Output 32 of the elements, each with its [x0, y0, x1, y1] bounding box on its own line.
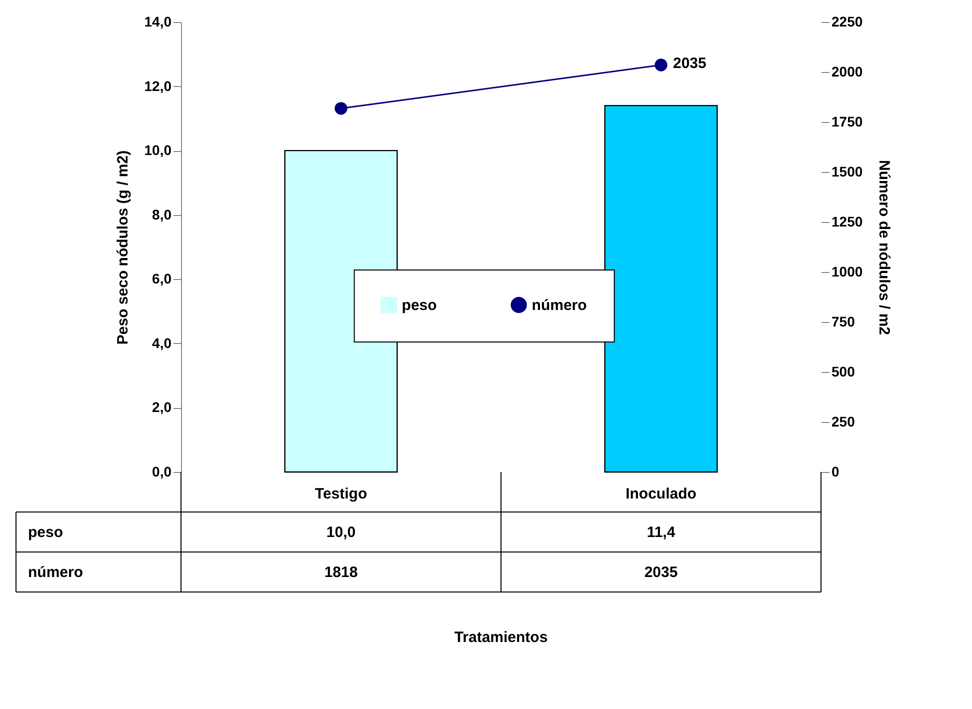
- y-tick-label: 2,0: [152, 399, 172, 416]
- y2-tick-label: 500: [832, 364, 856, 380]
- y2-tick-label: 1750: [832, 114, 863, 130]
- legend-label: número: [532, 296, 587, 314]
- data-label: 2035: [644, 564, 678, 581]
- x-tick-label: Inoculado: [626, 486, 696, 502]
- y2-tick-label: 1250: [832, 214, 863, 230]
- y2-axis-title: Número de nódulos / m2: [876, 160, 893, 336]
- y-tick-label: 8,0: [152, 206, 172, 222]
- annotation: 2035: [673, 55, 706, 72]
- y2-tick-label: 1000: [832, 264, 863, 280]
- y2-tick-label: 2250: [832, 14, 863, 30]
- text: número: [28, 564, 84, 581]
- data-label: 10,0: [326, 524, 356, 541]
- y2-tick-label: 2000: [832, 64, 863, 80]
- y-tick-label: 6,0: [152, 270, 172, 287]
- y-axis-title: Peso seco nódulos (g / m2): [114, 150, 132, 345]
- y2-tick-label: 0: [832, 464, 840, 480]
- data-label: 11,4: [646, 524, 676, 541]
- text: peso: [28, 524, 64, 541]
- y-tick-label: 12,0: [144, 78, 172, 94]
- data-label: 1818: [324, 564, 358, 581]
- y-tick-label: 14,0: [144, 14, 172, 30]
- y-tick-label: 10,0: [144, 142, 172, 158]
- text: Tratamientos: [454, 629, 548, 646]
- y-tick-label: 4,0: [152, 334, 172, 351]
- x-tick-label: Testigo: [314, 486, 368, 502]
- legend-label: peso: [402, 296, 437, 314]
- y2-tick-label: 250: [832, 414, 856, 430]
- y2-tick-label: 1500: [832, 164, 863, 180]
- y2-tick-label: 750: [832, 314, 856, 330]
- y-tick-label: 0,0: [152, 464, 172, 480]
